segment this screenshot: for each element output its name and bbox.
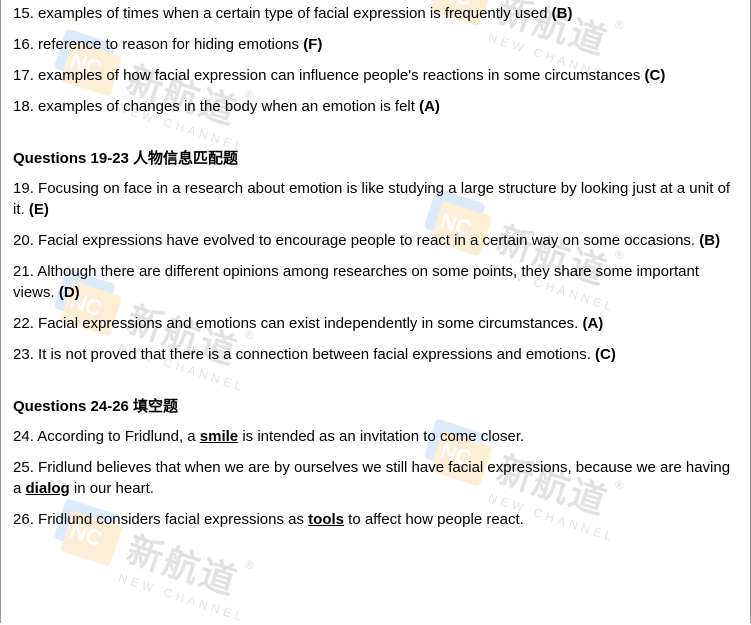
answer-key: (C): [645, 67, 666, 84]
question-pre: According to Fridlund, a: [37, 428, 200, 445]
question-number: 26: [13, 511, 30, 528]
question-item: 15. examples of times when a certain typ…: [13, 3, 738, 24]
question-text: Although there are different opinions am…: [13, 263, 699, 301]
question-item: 22. Facial expressions and emotions can …: [13, 313, 738, 334]
question-item: 24. According to Fridlund, a smile is in…: [13, 426, 738, 447]
question-number: 23: [13, 346, 30, 363]
question-pre: Fridlund considers facial expressions as: [38, 511, 308, 528]
question-item: 16. reference to reason for hiding emoti…: [13, 34, 738, 55]
blank-answer: tools: [308, 511, 344, 528]
question-item: 25. Fridlund believes that when we are b…: [13, 457, 738, 499]
blank-answer: dialog: [26, 480, 70, 497]
answer-key: (C): [595, 346, 616, 363]
question-text: examples of how facial expression can in…: [38, 67, 640, 84]
blank-answer: smile: [200, 428, 238, 445]
question-number: 17: [13, 67, 30, 84]
section-header-24-26: Questions 24-26 填空题: [13, 395, 738, 416]
section-header-19-23: Questions 19-23 人物信息匹配题: [13, 147, 738, 168]
answer-key: (B): [552, 5, 573, 22]
question-item: 20. Facial expressions have evolved to e…: [13, 230, 738, 251]
question-number: 20: [13, 232, 30, 249]
question-post: is intended as an invitation to come clo…: [238, 428, 524, 445]
question-number: 24: [13, 428, 30, 445]
document-body: 15. examples of times when a certain typ…: [1, 0, 750, 548]
answer-key: (B): [699, 232, 720, 249]
question-number: 16: [13, 36, 30, 53]
question-text: reference to reason for hiding emotions: [38, 36, 299, 53]
question-number: 19: [13, 180, 30, 197]
question-number: 15: [13, 5, 30, 22]
question-item: 21. Although there are different opinion…: [13, 261, 738, 303]
question-item: 17. examples of how facial expression ca…: [13, 65, 738, 86]
question-number: 22: [13, 315, 30, 332]
question-number: 18: [13, 98, 30, 115]
question-text: examples of times when a certain type of…: [38, 5, 547, 22]
question-post: to affect how people react.: [344, 511, 524, 528]
question-text: Facial expressions have evolved to encou…: [38, 232, 695, 249]
question-item: 18. examples of changes in the body when…: [13, 96, 738, 117]
answer-key: (E): [29, 201, 49, 218]
answer-key: (A): [582, 315, 603, 332]
question-item: 26. Fridlund considers facial expression…: [13, 509, 738, 530]
question-item: 23. It is not proved that there is a con…: [13, 344, 738, 365]
question-text: examples of changes in the body when an …: [38, 98, 415, 115]
answer-key: (A): [419, 98, 440, 115]
question-text: Focusing on face in a research about emo…: [13, 180, 730, 218]
answer-key: (D): [59, 284, 80, 301]
answer-key: (F): [303, 36, 322, 53]
question-item: 19. Focusing on face in a research about…: [13, 178, 738, 220]
question-number: 25: [13, 459, 30, 476]
question-text: Facial expressions and emotions can exis…: [38, 315, 578, 332]
question-number: 21: [13, 263, 30, 280]
question-text: It is not proved that there is a connect…: [38, 346, 591, 363]
question-post: in our heart.: [70, 480, 154, 497]
